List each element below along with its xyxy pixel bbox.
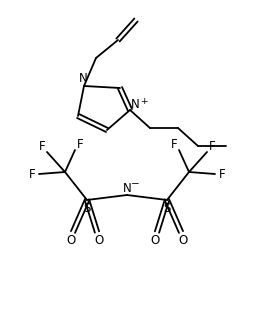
Text: N: N — [123, 182, 131, 194]
Text: O: O — [94, 233, 104, 247]
Text: S: S — [83, 202, 91, 214]
Text: F: F — [29, 167, 35, 181]
Text: F: F — [39, 140, 45, 152]
Text: N: N — [131, 99, 139, 111]
Text: F: F — [219, 167, 225, 181]
Text: F: F — [171, 137, 177, 151]
Text: +: + — [140, 96, 148, 105]
Text: F: F — [77, 137, 83, 151]
Text: O: O — [178, 233, 188, 247]
Text: S: S — [163, 202, 171, 214]
Text: O: O — [66, 233, 76, 247]
Text: O: O — [150, 233, 160, 247]
Text: −: − — [131, 179, 139, 189]
Text: F: F — [209, 140, 215, 152]
Text: N: N — [79, 73, 87, 85]
